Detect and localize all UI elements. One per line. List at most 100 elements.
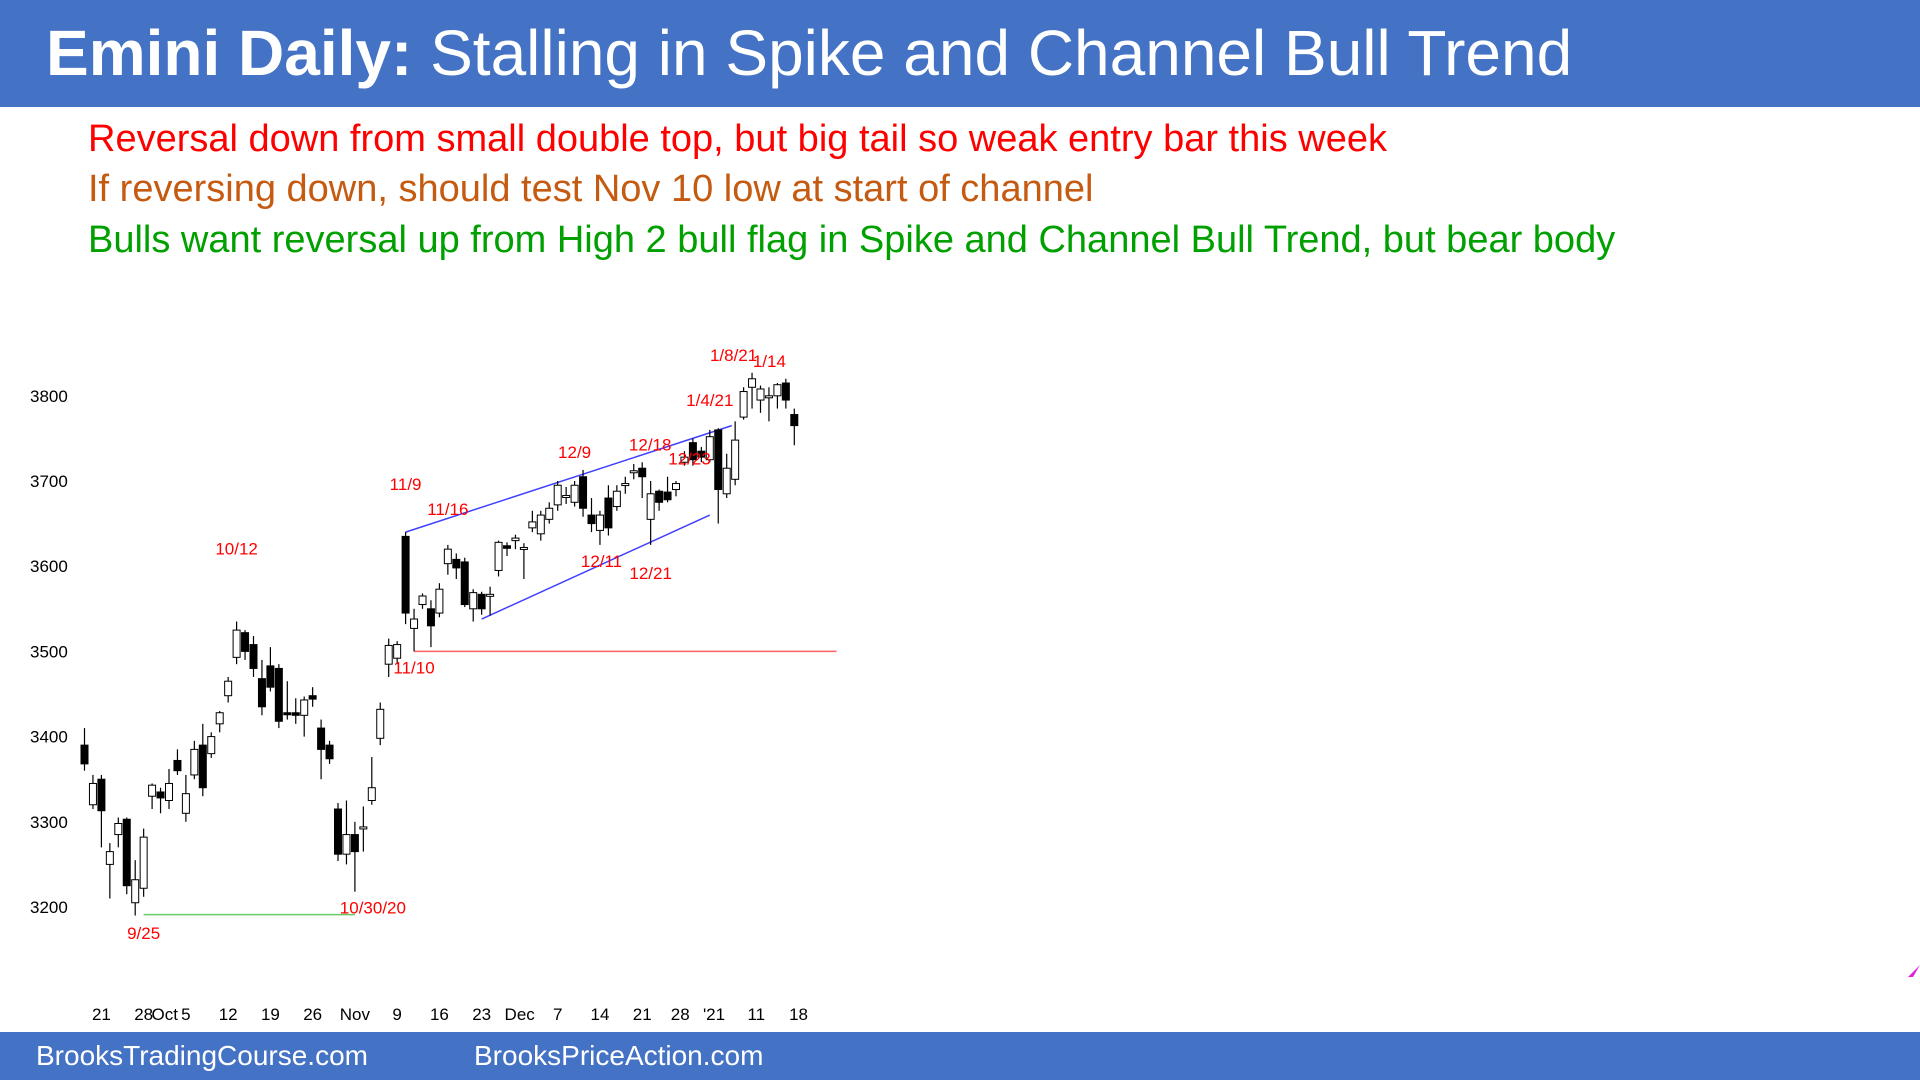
slide-title-bold: Emini Daily: <box>46 17 413 89</box>
candle <box>655 489 664 511</box>
bull-candle-body <box>553 484 562 506</box>
bear-candle-body <box>325 744 334 760</box>
candle <box>207 732 216 758</box>
bull-candle-body <box>739 391 748 418</box>
bull-candle-body <box>469 592 478 610</box>
bear-candle-body <box>587 514 596 525</box>
bull-candle-body <box>672 483 680 491</box>
bull-candle-body <box>621 483 630 487</box>
bear-candle-body <box>291 712 300 716</box>
candle <box>722 453 731 499</box>
bull-candle-body <box>562 494 571 498</box>
x-tick-label: 11 <box>747 1005 765 1024</box>
candle <box>553 481 562 511</box>
date-annotation: 12/18 <box>629 435 672 454</box>
candle <box>173 749 182 775</box>
candle <box>325 740 334 764</box>
footer-bar: BrooksTradingCourse.com BrooksPriceActio… <box>0 1032 1920 1080</box>
bull-candle-body <box>215 712 224 725</box>
bear-candle-body <box>460 561 469 606</box>
bull-candle-body <box>131 879 140 904</box>
candle <box>764 387 773 422</box>
y-tick-label: 3200 <box>30 898 68 917</box>
candle <box>612 485 621 511</box>
bull-candle-body <box>393 644 402 659</box>
candle <box>300 696 309 737</box>
x-tick-label: '21 <box>703 1005 725 1024</box>
bear-candle-body <box>283 712 292 716</box>
bull-candle-body <box>764 395 773 399</box>
footer-link-brookspriceaction[interactable]: BrooksPriceAction.com <box>474 1040 764 1071</box>
bull-candle-body <box>139 836 148 889</box>
date-annotation: 12/9 <box>558 443 591 462</box>
date-annotation: 11/9 <box>390 475 422 494</box>
candle <box>274 664 283 729</box>
candle <box>393 641 402 665</box>
bull-candle-body <box>731 439 740 480</box>
bull-candle-body <box>536 514 545 535</box>
candle <box>773 383 782 409</box>
bear-candle-body <box>714 429 723 491</box>
candle <box>114 817 123 848</box>
bull-candle-body <box>435 588 444 614</box>
candle <box>528 510 537 533</box>
bull-candle-body <box>224 680 233 697</box>
candle <box>291 698 300 724</box>
date-annotation: 1/8/21 <box>710 346 757 365</box>
date-annotation: 11/10 <box>393 658 434 677</box>
candle <box>342 800 351 865</box>
candle <box>131 860 140 916</box>
candle <box>595 510 604 545</box>
bull-candle-body <box>88 782 97 806</box>
bull-candle-body <box>359 826 368 830</box>
trend-lines-group <box>143 424 837 916</box>
date-annotation: 10/30/20 <box>340 899 406 918</box>
candle <box>672 481 680 497</box>
bear-candle-body <box>241 632 250 652</box>
bear-candle-body <box>663 491 672 501</box>
x-tick-label: 28 <box>134 1005 153 1024</box>
bear-candle-body <box>122 818 131 887</box>
x-tick-label: 21 <box>633 1005 652 1024</box>
candle <box>748 372 757 409</box>
candle <box>680 451 689 466</box>
bull-candle-body <box>511 537 520 542</box>
bear-candle-body <box>688 442 697 461</box>
slide-title-rest: Stalling in Spike and Channel Bull Trend <box>430 17 1573 89</box>
candle <box>469 589 478 622</box>
x-tick-label: 12 <box>219 1005 238 1024</box>
x-tick-label: 5 <box>181 1005 190 1024</box>
note-line-3: Bulls want reversal up from High 2 bull … <box>88 219 1616 261</box>
bear-candle-body <box>638 467 647 478</box>
date-annotation: 10/12 <box>215 540 258 559</box>
bear-candle-body <box>350 834 359 853</box>
x-tick-label: 28 <box>671 1005 690 1024</box>
candle <box>646 481 655 545</box>
channel-bottom-line <box>481 514 711 620</box>
x-tick-label: Oct <box>152 1005 179 1024</box>
bull-candle-body <box>114 823 123 836</box>
date-annotation: 12/11 <box>581 552 622 571</box>
x-tick-label: 19 <box>261 1005 280 1024</box>
candle <box>122 817 131 895</box>
candle <box>579 469 588 517</box>
candle <box>266 647 275 692</box>
bear-candle-body <box>697 450 706 458</box>
candle <box>88 774 97 810</box>
candle <box>545 502 554 524</box>
bear-candle-body <box>173 759 182 772</box>
bull-candle-body <box>519 546 528 550</box>
cursor-arrow-icon <box>1908 965 1920 977</box>
y-tick-label: 3800 <box>30 387 68 406</box>
candle <box>80 728 89 771</box>
y-tick-label: 3600 <box>30 557 68 576</box>
candle <box>215 711 224 733</box>
candle <box>249 636 258 677</box>
candle <box>629 463 638 480</box>
footer-link-brookstradingcourse[interactable]: BrooksTradingCourse.com <box>36 1040 368 1071</box>
bull-candle-body <box>165 782 173 802</box>
bear-candle-body <box>308 695 317 700</box>
candle <box>257 659 266 716</box>
candle <box>511 534 520 550</box>
candle <box>781 378 790 409</box>
